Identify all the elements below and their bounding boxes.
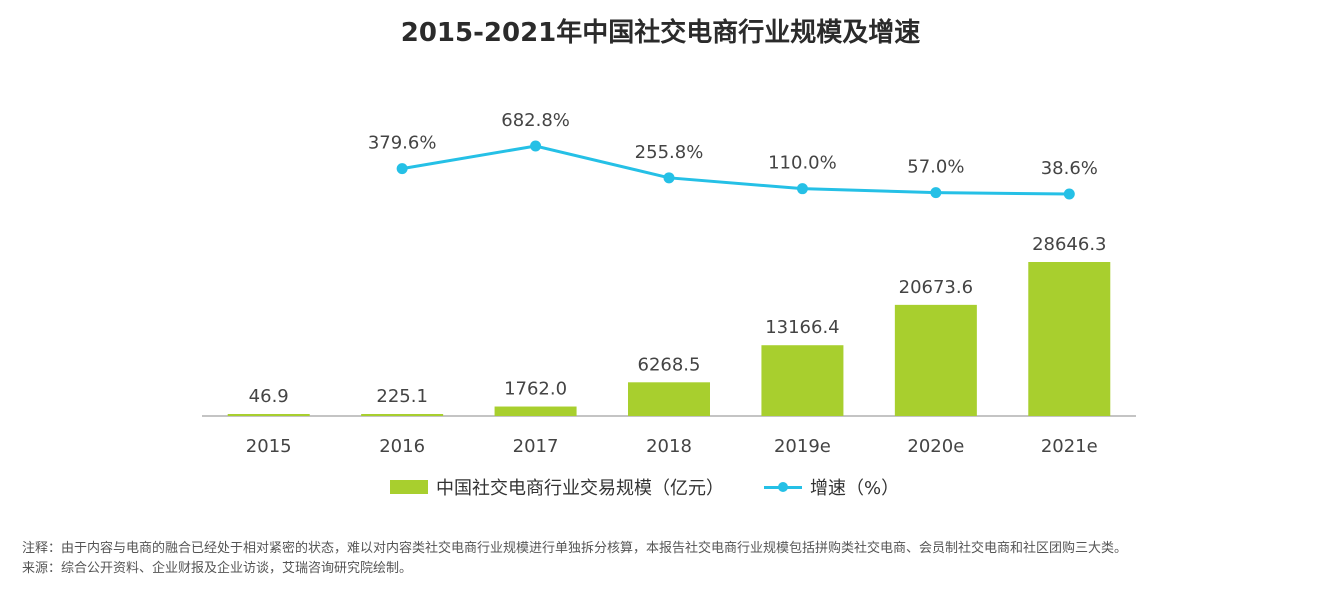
bar-2018 [628,382,710,416]
bar-value-label: 28646.3 [1032,234,1106,255]
growth-point [930,187,942,199]
growth-point [530,140,542,152]
bar-2020e [894,304,977,416]
growth-value-label: 38.6% [1041,158,1098,179]
growth-point [396,163,408,175]
legend: 中国社交电商行业交易规模（亿元） 增速（%） [390,474,939,500]
legend-item-scale: 中国社交电商行业交易规模（亿元） [390,474,724,500]
bar-2021e [1028,262,1111,416]
x-tick-label: 2016 [379,436,425,457]
growth-value-label: 379.6% [368,133,437,154]
growth-value-label: 110.0% [768,153,837,174]
legend-line-swatch [764,480,802,494]
notes-block: 注释：由于内容与电商的融合已经处于相对紧密的状态，难以对内容类社交电商行业规模进… [22,542,1302,576]
growth-value-label: 682.8% [501,110,570,131]
growth-value-label: 57.0% [907,157,964,178]
x-tick-label: 2020e [907,436,964,457]
bar-value-label: 225.1 [376,386,428,407]
bar-2017 [494,406,577,416]
growth-point [1063,188,1075,200]
bar-2015 [227,414,310,416]
chart-title: 2015-2021年中国社交电商行业规模及增速 [400,18,921,48]
source-text: 来源：综合公开资料、企业财报及企业访谈，艾瑞咨询研究院绘制。 [22,561,413,576]
bar-value-label: 13166.4 [765,317,839,338]
growth-line [401,144,1070,196]
bar-value-label: 6268.5 [638,354,701,375]
growth-point [663,172,675,184]
bar-2019e [761,345,844,416]
growth-point [796,183,808,195]
bar-value-label: 46.9 [249,386,289,407]
x-tick-label: 2019e [774,436,831,457]
note-text: 注释：由于内容与电商的融合已经处于相对紧密的状态，难以对内容类社交电商行业规模进… [22,541,1128,556]
growth-value-label: 255.8% [635,142,704,163]
x-tick-label: 2015 [246,436,292,457]
legend-item-growth: 增速（%） [764,474,899,500]
legend-bar-label: 中国社交电商行业交易规模（亿元） [436,478,724,499]
legend-bar-swatch [390,480,428,494]
x-tick-label: 2021e [1041,436,1098,457]
bar-value-label: 20673.6 [899,277,973,298]
legend-line-label: 增速（%） [810,478,900,499]
x-tick-label: 2017 [513,436,559,457]
bar-value-label: 1762.0 [504,379,567,400]
bar-2016 [361,414,444,416]
chart-svg: 46.9 2015 225.1 2016 1762.0 2017 6268.5 2018 131… [202,110,1136,457]
x-tick-label: 2018 [646,436,692,457]
